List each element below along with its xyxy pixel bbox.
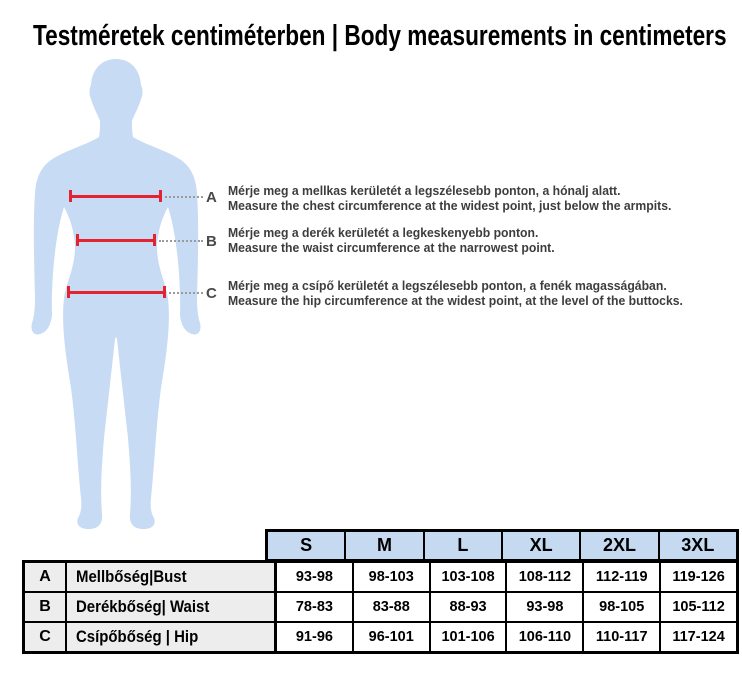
hip-instruction-en: Measure the hip circumference at the wid…: [228, 292, 683, 308]
waist-value-l: 88-93: [428, 593, 506, 621]
chest-line-right-tick: [159, 190, 162, 202]
row-letter: B: [25, 593, 67, 621]
waist-dotted-connector: [159, 240, 203, 242]
waist-line-bar: [77, 239, 155, 242]
waist-value-m: 83-88: [351, 593, 429, 621]
hip-dotted-connector: [169, 292, 203, 294]
table-row-hip: C Csípőbőség | Hip 91-96 96-101 101-106 …: [25, 621, 736, 651]
chest-measure-line: [69, 190, 162, 202]
size-table-body: A Mellbőség|Bust 93-98 98-103 103-108 10…: [22, 560, 739, 654]
bust-value-2xl: 112-119: [582, 563, 659, 591]
waist-line-right-tick: [153, 234, 156, 246]
hip-value-l: 101-106: [428, 623, 506, 651]
waist-value-3xl: 105-112: [659, 593, 736, 621]
waist-value-2xl: 98-105: [582, 593, 659, 621]
chest-line-bar: [70, 195, 161, 198]
hip-label-letter: C: [206, 285, 217, 302]
bust-value-3xl: 119-126: [659, 563, 736, 591]
hip-value-xl: 106-110: [505, 623, 582, 651]
size-column-2xl: 2XL: [579, 532, 657, 559]
hip-line-right-tick: [163, 286, 166, 298]
chest-instruction: Mérje meg a mellkas kerületét a legszéle…: [228, 183, 672, 213]
size-column-s: S: [300, 535, 313, 555]
size-column-l: L: [422, 532, 501, 559]
hip-instruction-hu: Mérje meg a csípő kerületét a legszélese…: [228, 278, 667, 293]
table-row-waist: B Derékbőség| Waist 78-83 83-88 88-93 93…: [25, 591, 736, 621]
bust-value-l: 103-108: [428, 563, 506, 591]
hip-line-bar: [68, 291, 165, 294]
waist-value-xl: 93-98: [505, 593, 582, 621]
size-column-m: M: [344, 532, 422, 559]
size-column-xl: XL: [500, 532, 579, 559]
page-title: Testméretek centiméterben | Body measure…: [33, 20, 727, 52]
size-table-header: S M L XL 2XL 3XL: [265, 529, 739, 562]
waist-label-letter: B: [206, 233, 217, 250]
body-silhouette: [31, 59, 201, 530]
hip-instruction: Mérje meg a csípő kerületét a legszélese…: [228, 278, 683, 308]
chest-instruction-hu: Mérje meg a mellkas kerületét a legszéle…: [228, 183, 621, 198]
hip-value-3xl: 117-124: [659, 623, 736, 651]
size-column-3xl: 3XL: [657, 532, 736, 559]
row-letter: C: [25, 623, 67, 651]
hip-value-m: 96-101: [351, 623, 429, 651]
waist-instruction-hu: Mérje meg a derék kerületét a legkeskeny…: [228, 225, 539, 240]
hip-measure-line: [67, 286, 166, 298]
bust-value-xl: 108-112: [505, 563, 582, 591]
row-label: Mellbőség|Bust: [67, 563, 277, 591]
waist-value-s: 78-83: [295, 599, 333, 615]
chest-dotted-connector: [165, 196, 203, 198]
row-label: Derékbőség| Waist: [67, 593, 277, 621]
table-row-bust: A Mellbőség|Bust 93-98 98-103 103-108 10…: [25, 563, 736, 591]
waist-instruction-en: Measure the waist circumference at the n…: [228, 239, 555, 255]
hip-value-2xl: 110-117: [582, 623, 659, 651]
row-letter: A: [25, 563, 67, 591]
waist-measure-line: [76, 234, 156, 246]
waist-instruction: Mérje meg a derék kerületét a legkeskeny…: [228, 225, 555, 255]
row-label: Csípőbőség | Hip: [67, 623, 277, 651]
hip-value-s: 91-96: [295, 629, 333, 645]
chest-instruction-en: Measure the chest circumference at the w…: [228, 197, 672, 213]
bust-value-m: 98-103: [351, 563, 429, 591]
chest-label-letter: A: [206, 189, 217, 206]
bust-value-s: 93-98: [295, 569, 333, 585]
